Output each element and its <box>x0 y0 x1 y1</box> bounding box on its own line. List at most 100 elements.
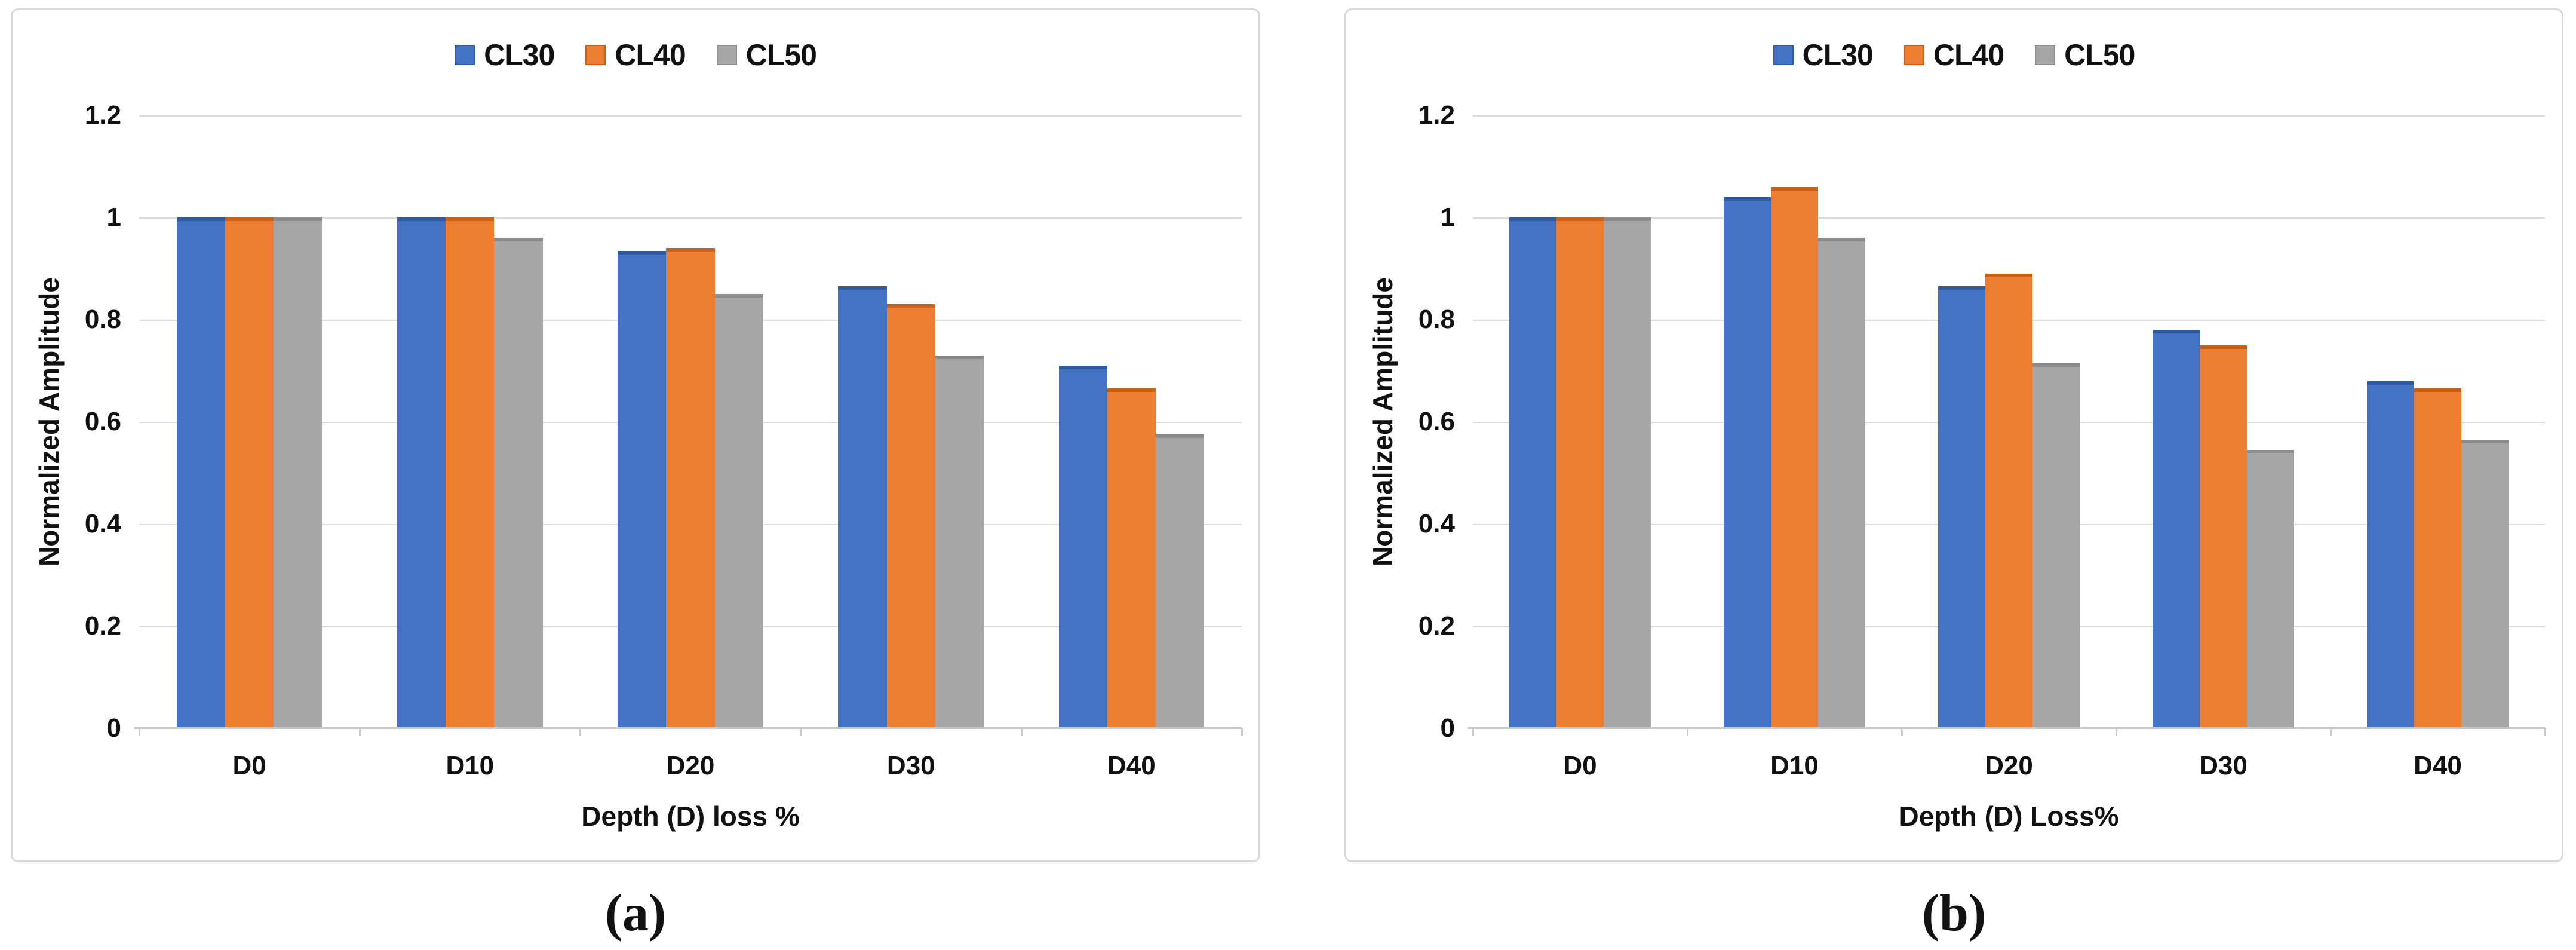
legend-label: CL30 <box>1802 38 1874 72</box>
legend-label: CL50 <box>745 38 817 72</box>
legend-item-cl40: CL40 <box>1903 38 2004 72</box>
x-axis-boundary-tick <box>579 728 582 736</box>
bar-cl30-d10 <box>1724 197 1771 728</box>
y-tick-label-1: 1 <box>1440 203 1455 232</box>
x-axis-title: Depth (D) Loss% <box>1899 801 2119 832</box>
bar-cl30-d30 <box>838 286 887 728</box>
bar-cl50-d30 <box>2246 450 2294 728</box>
bar-group-d30 <box>2116 115 2331 728</box>
y-tick-label-1.2: 1.2 <box>1418 100 1455 130</box>
bar-cl30-d20 <box>1938 286 1986 728</box>
legend-label: CL40 <box>1933 38 2004 72</box>
y-tick-label-0: 0 <box>1440 713 1455 743</box>
y-tick-label-0.2: 0.2 <box>1418 611 1455 641</box>
y-axis-tick-labels: 0 0.2 0.4 0.6 0.8 1 1.2 <box>13 102 121 741</box>
bar-cl30-d40 <box>1058 365 1107 728</box>
legend-item-cl30: CL30 <box>455 38 555 72</box>
bar-group-d20 <box>1902 115 2116 728</box>
y-tick-label-0.8: 0.8 <box>84 305 121 334</box>
legend-label: CL30 <box>484 38 555 72</box>
legend-swatch-cl40-icon <box>1903 45 1924 65</box>
bar-group-d20 <box>580 115 800 728</box>
gridline-1.2 <box>139 115 1242 117</box>
x-axis-boundary-tick <box>1901 728 1903 736</box>
bar-groups <box>139 115 1242 728</box>
y-tick-label-0.6: 0.6 <box>84 407 121 436</box>
x-tick-label-d10: D10 <box>1770 751 1819 780</box>
x-axis-boundary-tick <box>1472 728 1474 736</box>
x-axis-boundary-tick <box>1020 728 1023 736</box>
legend-swatch-cl50-icon <box>2035 45 2056 65</box>
bar-cl30-d20 <box>618 250 667 728</box>
x-axis-boundary-tick <box>2544 728 2546 736</box>
bar-cl30-d0 <box>1509 217 1557 728</box>
y-tick-label-0.4: 0.4 <box>1418 509 1455 538</box>
x-axis-boundary-tick <box>2330 728 2332 736</box>
bar-cl30-d10 <box>397 217 446 728</box>
x-axis-boundary-tick <box>800 728 802 736</box>
y-tick-label-0.8: 0.8 <box>1418 305 1455 334</box>
legend-label: CL50 <box>2064 38 2135 72</box>
bar-cl40-d40 <box>1107 388 1156 728</box>
gridline-1 <box>139 217 1242 219</box>
x-tick-label-d30: D30 <box>2199 751 2248 780</box>
bar-cl50-d10 <box>494 238 543 728</box>
bar-groups <box>1473 115 2545 728</box>
y-axis-tick-labels: 0 0.2 0.4 0.6 0.8 1 1.2 <box>1346 102 1455 741</box>
y-tick-label-0.6: 0.6 <box>1418 407 1455 436</box>
caption-b: (b) <box>1921 884 1987 942</box>
bar-cl40-d10 <box>1771 186 1818 728</box>
x-tick-label-d40: D40 <box>1107 751 1156 780</box>
x-axis-boundary-tick <box>1687 728 1688 736</box>
legend-swatch-cl30-icon <box>1773 45 1794 65</box>
y-tick-label-0.2: 0.2 <box>84 611 121 641</box>
bar-cl50-d0 <box>1603 217 1651 728</box>
x-axis-boundary-tick <box>359 728 361 736</box>
bar-group-d0 <box>1473 115 1687 728</box>
legend-item-cl40: CL40 <box>585 38 686 72</box>
y-tick-label-0: 0 <box>106 713 121 743</box>
y-tick-label-0.4: 0.4 <box>84 509 121 538</box>
bar-group-d40 <box>2331 115 2545 728</box>
x-axis-boundary-tick <box>2116 728 2117 736</box>
legend-item-cl50: CL50 <box>2035 38 2135 72</box>
bar-group-d40 <box>1021 115 1242 728</box>
legend-swatch-cl40-icon <box>585 45 606 65</box>
x-tick-label-d0: D0 <box>232 751 266 780</box>
y-tick-label-1: 1 <box>106 203 121 232</box>
x-axis-category-labels: D0 D10 D20 D30 D40 <box>139 751 1242 781</box>
legend-item-cl50: CL50 <box>716 38 817 72</box>
x-axis-line <box>134 727 1242 729</box>
bar-cl40-d30 <box>886 304 935 728</box>
x-tick-label-d40: D40 <box>2414 751 2462 780</box>
bar-cl40-d0 <box>225 217 274 728</box>
bar-cl50-d40 <box>1156 434 1205 728</box>
x-tick-label-d20: D20 <box>1985 751 2033 780</box>
bar-cl50-d20 <box>2032 363 2080 728</box>
bar-cl50-d20 <box>714 294 763 728</box>
bar-cl40-d30 <box>2200 345 2247 728</box>
gridline-1.2 <box>1473 115 2545 117</box>
bar-cl50-d30 <box>935 355 984 728</box>
bar-cl30-d40 <box>2367 381 2415 728</box>
legend-swatch-cl30-icon <box>455 45 475 65</box>
legend: CL30 CL40 CL50 <box>1346 38 2562 72</box>
chart-panel-b: CL30 CL40 CL50 Normalized Amplitude 0 0.2… <box>1344 8 2563 862</box>
x-tick-label-d20: D20 <box>666 751 715 780</box>
plot-area <box>1468 115 2546 736</box>
legend-swatch-cl50-icon <box>716 45 737 65</box>
x-tick-label-d10: D10 <box>446 751 495 780</box>
x-axis-boundary-tick <box>1241 728 1243 736</box>
y-tick-label-1.2: 1.2 <box>84 100 121 130</box>
x-axis-title: Depth (D) loss % <box>581 801 800 832</box>
bar-group-d10 <box>1687 115 1902 728</box>
x-tick-label-d30: D30 <box>886 751 935 780</box>
legend-item-cl30: CL30 <box>1773 38 1874 72</box>
bar-cl30-d30 <box>2153 330 2200 728</box>
legend-label: CL40 <box>615 38 686 72</box>
x-axis-category-labels: D0 D10 D20 D30 D40 <box>1473 751 2545 781</box>
bar-group-d0 <box>139 115 360 728</box>
bar-cl50-d0 <box>274 217 323 728</box>
plot-area <box>134 115 1243 736</box>
bar-cl50-d40 <box>2461 439 2509 728</box>
